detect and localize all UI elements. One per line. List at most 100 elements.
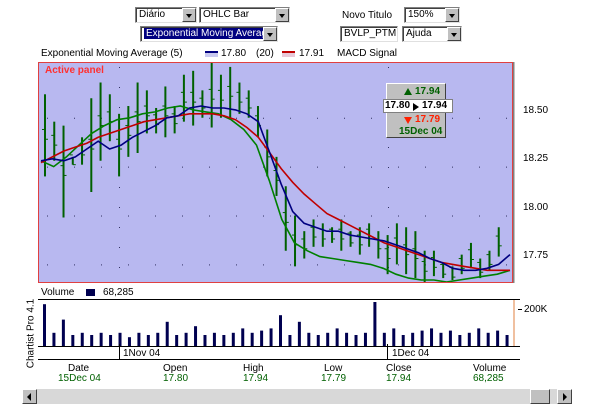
grid-dot — [479, 166, 480, 168]
bar-type-select-value: OHLC Bar — [203, 9, 250, 20]
grid-dot — [290, 166, 291, 168]
volume-bar — [165, 321, 169, 346]
volume-bar — [184, 332, 188, 346]
grid-dot — [128, 264, 129, 266]
grid-dot — [371, 166, 372, 168]
volume-bar — [382, 332, 386, 346]
volume-bar — [467, 332, 471, 346]
chevron-down-icon[interactable] — [445, 8, 459, 22]
scroll-thumb[interactable] — [530, 389, 550, 404]
volume-bar — [307, 332, 311, 346]
volume-panel[interactable] — [38, 299, 520, 347]
chevron-down-icon[interactable] — [182, 8, 196, 22]
grid-dot — [119, 187, 120, 188]
ticker-input[interactable]: BVLP_PTM — [340, 26, 398, 42]
grid-dot — [317, 166, 318, 168]
chevron-down-icon[interactable] — [447, 27, 461, 41]
bar-type-select[interactable]: OHLC Bar — [199, 7, 290, 23]
grid-dot — [101, 264, 102, 266]
grid-dot — [344, 117, 345, 119]
grid-dot — [290, 264, 291, 266]
status-header-date: Date — [68, 363, 90, 374]
volume-tick-mark — [518, 309, 522, 310]
volume-bar — [194, 326, 198, 346]
grid-dot — [119, 227, 120, 228]
help-select[interactable]: Ajuda — [402, 26, 462, 42]
price-chart — [40, 63, 511, 282]
grid-dot — [344, 264, 345, 266]
volume-bar — [269, 328, 273, 346]
y-tick-1800: 18.00 — [523, 202, 549, 213]
status-header-high: High — [243, 363, 264, 374]
grid-dot — [452, 117, 453, 119]
grid-dot — [182, 264, 183, 266]
grid-dot — [74, 215, 75, 217]
zoom-select[interactable]: 150% — [404, 7, 460, 23]
grid-dot — [209, 264, 210, 266]
status-value-volume: 68,285 — [473, 373, 504, 384]
volume-bar — [99, 332, 103, 346]
chevron-down-icon[interactable] — [263, 27, 277, 41]
scroll-right-button[interactable] — [557, 389, 572, 404]
period-select[interactable]: Diário — [135, 7, 197, 23]
active-panel-label: Active panel — [45, 65, 104, 76]
volume-bar — [52, 332, 56, 346]
grid-dot — [398, 264, 399, 266]
y-tick-1775: 17.75 — [523, 250, 549, 261]
volume-value: 68,285 — [103, 287, 134, 298]
volume-bar — [241, 328, 245, 346]
grid-dot — [425, 166, 426, 168]
grid-dot — [236, 264, 237, 266]
volume-bar — [297, 321, 301, 346]
grid-dot — [263, 215, 264, 217]
status-value-high: 17.94 — [243, 373, 269, 384]
status-header-open: Open — [163, 363, 188, 374]
side-label: Chartist Pro 4.1 — [24, 298, 38, 372]
ema5-line — [40, 105, 511, 272]
tooltip-open: 17.80 — [385, 100, 411, 111]
grid-dot — [155, 215, 156, 217]
horizontal-scrollbar[interactable] — [22, 389, 572, 404]
x-label-nov: 1Nov 04 — [123, 348, 161, 359]
indicator-select[interactable]: Exponential Moving Average — [140, 26, 278, 42]
grid-dot — [47, 166, 48, 168]
ema20-swatch — [282, 51, 295, 57]
y-tick-1850: 18.50 — [523, 105, 549, 116]
volume-bar — [486, 332, 490, 346]
volume-bar — [231, 332, 235, 346]
status-bar — [38, 361, 520, 385]
grid-dot — [182, 166, 183, 168]
macd-signal-line — [40, 105, 511, 282]
grid-dot — [119, 247, 120, 248]
volume-bar — [146, 335, 150, 346]
chartist-pro-label: Chartist Pro 4.1 — [25, 298, 37, 369]
status-header-low: Low — [324, 363, 343, 374]
grid-dot — [452, 215, 453, 217]
x-label-dec: 1Dec 04 — [392, 348, 430, 359]
volume-y-tick: 200K — [524, 304, 548, 315]
grid-dot — [47, 215, 48, 217]
status-value-date: 15Dec 04 — [58, 373, 101, 384]
volume-bar — [71, 335, 75, 346]
volume-bar — [354, 335, 358, 346]
scroll-left-button[interactable] — [22, 389, 37, 404]
status-value-close: 17.94 — [386, 373, 412, 384]
x-tick-dec — [387, 344, 388, 360]
volume-bar — [175, 335, 179, 346]
grid-dot — [236, 166, 237, 168]
volume-bar — [156, 332, 160, 346]
volume-bar — [109, 335, 113, 346]
grid-dot — [47, 117, 48, 119]
grid-dot — [263, 264, 264, 266]
grid-dot — [119, 267, 120, 268]
grid-dot — [119, 87, 120, 88]
volume-bar — [61, 319, 65, 346]
grid-dot — [209, 166, 210, 168]
status-header-close: Close — [386, 363, 412, 374]
grid-dot — [209, 215, 210, 217]
scroll-right-icon — [563, 393, 567, 401]
grid-dot — [317, 264, 318, 266]
grid-dot — [388, 67, 389, 68]
grid-dot — [388, 147, 389, 148]
chevron-down-icon[interactable] — [275, 8, 289, 22]
